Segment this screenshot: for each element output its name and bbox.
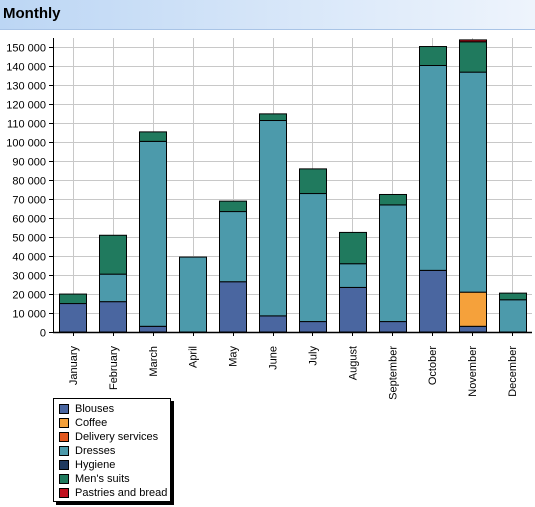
- chart-header: Monthly: [0, 0, 535, 30]
- bar-segment: [419, 46, 447, 67]
- legend-label: Coffee: [75, 417, 108, 429]
- plot-area: [53, 38, 532, 332]
- y-tick-label: 60 000: [12, 214, 46, 226]
- bar-segment: [99, 273, 127, 303]
- x-tick-label: January: [68, 346, 80, 386]
- legend-swatch: [59, 432, 69, 442]
- x-tick-label: May: [228, 346, 240, 367]
- y-tick-label: 110 000: [7, 119, 46, 131]
- bar-segment: [99, 234, 127, 275]
- x-tick-label: December: [507, 346, 519, 397]
- legend-swatch: [59, 474, 69, 484]
- y-tick-label: 120 000: [6, 100, 46, 112]
- legend-swatch: [59, 418, 69, 428]
- legend-label: Men's suits: [75, 473, 130, 485]
- y-tick-label: 90 000: [12, 157, 46, 169]
- y-tick-label: 50 000: [12, 233, 46, 245]
- legend-label: Blouses: [75, 403, 115, 415]
- bar-segment: [59, 293, 87, 305]
- legend-label: Hygiene: [75, 459, 116, 471]
- legend-label: Dresses: [75, 445, 116, 457]
- bar-segment: [299, 193, 327, 323]
- bar-segment: [459, 325, 487, 333]
- bar-segment: [459, 39, 487, 43]
- legend-item: Pastries and bread: [59, 486, 170, 500]
- bar-segment: [99, 301, 127, 333]
- x-tick-label: July: [307, 346, 319, 366]
- bar-segment: [139, 131, 167, 142]
- legend-item: Hygiene: [59, 458, 170, 472]
- bar-segment: [419, 269, 447, 333]
- bar-segment: [419, 65, 447, 271]
- bar-segment: [379, 204, 407, 323]
- legend-label: Pastries and bread: [75, 487, 168, 499]
- y-tick-label: 140 000: [6, 62, 46, 74]
- x-tick-label: October: [427, 346, 439, 385]
- x-tick-label: February: [108, 346, 120, 391]
- legend-item: Blouses: [59, 402, 170, 416]
- bar-segment: [339, 286, 367, 333]
- bar-segment: [259, 120, 287, 317]
- bar-segment: [299, 321, 327, 333]
- bar-segment: [459, 71, 487, 293]
- bar-segment: [459, 291, 487, 327]
- bar-segment: [499, 299, 527, 333]
- x-tick-label: March: [148, 346, 160, 377]
- bar-segment: [459, 41, 487, 73]
- y-tick-label: 20 000: [12, 290, 46, 302]
- x-tick-label: August: [347, 346, 359, 380]
- x-tick-label: September: [387, 346, 399, 400]
- bar-segment: [219, 281, 247, 333]
- x-tick-label: November: [467, 346, 479, 397]
- legend-swatch: [59, 488, 69, 498]
- bar-segment: [219, 200, 247, 213]
- legend-item: Coffee: [59, 416, 170, 430]
- legend-item: Men's suits: [59, 472, 170, 486]
- bar-segment: [339, 263, 367, 288]
- bar-segment: [299, 168, 327, 195]
- y-tick-label: 150 000: [6, 43, 46, 55]
- bar-segment: [179, 256, 207, 333]
- bar-segment: [339, 231, 367, 265]
- y-tick-label: 70 000: [12, 195, 46, 207]
- y-tick-label: 10 000: [12, 309, 46, 321]
- y-tick-label: 0: [40, 328, 46, 340]
- legend-swatch: [59, 446, 69, 456]
- x-tick-label: April: [188, 346, 200, 368]
- bar-segment: [379, 321, 407, 333]
- legend-swatch: [59, 404, 69, 414]
- bar-segment: [499, 292, 527, 301]
- y-tick-label: 40 000: [12, 252, 46, 264]
- legend-label: Delivery services: [75, 431, 159, 443]
- chart-title: Monthly: [3, 5, 61, 22]
- bar-segment: [259, 315, 287, 333]
- bar-segment: [139, 325, 167, 333]
- legend-item: Delivery services: [59, 430, 170, 444]
- x-tick-label: June: [268, 346, 280, 370]
- bar-segment: [139, 140, 167, 327]
- y-tick-label: 80 000: [12, 176, 46, 188]
- bar-segment: [219, 211, 247, 283]
- y-tick-label: 130 000: [6, 81, 46, 93]
- bar-segment: [59, 303, 87, 333]
- y-tick-label: 100 000: [6, 138, 46, 150]
- bar-segment: [379, 193, 407, 206]
- legend-item: Dresses: [59, 444, 170, 458]
- legend-swatch: [59, 460, 69, 470]
- y-tick-label: 30 000: [12, 271, 46, 283]
- chart-legend: Blouses Coffee Delivery services Dresses Hyg…: [53, 398, 171, 502]
- bar-segment: [259, 113, 287, 122]
